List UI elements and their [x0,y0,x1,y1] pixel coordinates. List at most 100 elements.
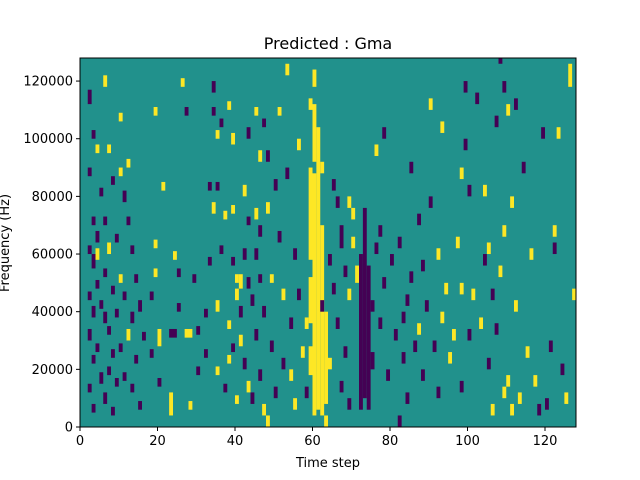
heatmap-cell [95,248,100,260]
heatmap-cell [355,265,360,283]
x-tick-label: 0 [76,434,84,449]
heatmap-cell [138,300,143,312]
heatmap-cell [130,245,135,255]
heatmap-cell [130,383,135,393]
heatmap-cell [134,274,139,283]
heatmap-cell [192,274,197,283]
heatmap-cell [351,207,356,220]
heatmap-cell [138,401,143,410]
heatmap-cell [215,130,220,139]
heatmap-cell [459,282,464,295]
heatmap-cell [347,288,352,301]
heatmap-cell [486,242,491,255]
heatmap-cell [91,403,96,413]
heatmap-cell [211,202,216,214]
heatmap-cell [157,328,162,347]
heatmap-cell [111,349,115,358]
heatmap-cell [126,216,131,226]
heatmap-cell [173,251,177,260]
heatmap-cell [471,288,476,301]
heatmap-cell [95,144,100,154]
heatmap-cell [87,167,92,177]
heatmap-cell [118,274,123,283]
heatmap-cell [339,380,344,393]
heatmap-cell [262,305,267,318]
heatmap-cell [87,291,92,301]
x-tick-label: 100 [455,434,480,449]
heatmap-cell [99,372,104,384]
heatmap-cell [95,343,100,353]
heatmap-cell [405,294,410,306]
heatmap-cell [312,173,317,416]
heatmap-cell [335,196,340,208]
heatmap-cell [262,403,267,416]
heatmap-cell [545,398,549,410]
heatmap-cell [103,75,108,87]
heatmap-cell [204,349,208,358]
heatmap-cell [393,328,398,341]
heatmap-cell [153,239,158,249]
heatmap-cell [459,380,464,393]
heatmap-cell [246,380,251,393]
heatmap-cell [281,288,286,301]
heatmap-cell [254,107,259,116]
heatmap-cell [122,372,127,381]
heatmap-cell [258,225,263,237]
heatmap-cell [293,248,298,260]
heatmap-cell [479,317,484,329]
heatmap-cell [114,233,119,243]
heatmap-cell [87,89,92,105]
heatmap-cell [142,331,146,341]
heatmap-cell [405,392,410,404]
heatmap-cell [184,107,189,116]
x-tick-label: 40 [227,434,244,449]
heatmap-cell [223,210,228,220]
heatmap-cell [242,357,247,370]
heatmap-cell [231,132,236,145]
heatmap-cell [231,256,236,266]
heatmap-cell [223,383,228,393]
heatmap-cell [281,357,286,370]
heatmap-cell [506,104,511,116]
heatmap-cell [266,150,270,162]
heatmap-cell [285,167,290,180]
heatmap-cell [502,81,507,93]
heatmap-cell [436,248,441,260]
heatmap-cell [196,326,201,335]
heatmap-cell [386,369,391,381]
heatmap-cell [297,138,301,151]
heatmap-cell [347,398,352,410]
heatmap-cell [506,375,511,387]
heatmap-cell [467,328,472,341]
heatmap-cell [510,403,515,416]
heatmap-cell [297,288,301,301]
heatmap-cell [215,181,220,191]
heatmap-cell [370,300,375,312]
heatmap-cell [204,308,208,318]
heatmap-cell [324,415,329,427]
heatmap-cell [122,190,127,203]
heatmap-cell [246,127,251,139]
heatmap-cell [103,216,108,226]
heatmap-cell [483,254,487,266]
heatmap-cell [235,274,239,283]
heatmap-cell [448,352,453,364]
heatmap-cell [250,392,255,404]
heatmap-cell [498,265,503,278]
heatmap-cell [510,196,515,208]
heatmap-cell [331,179,336,191]
heatmap-cell [320,300,325,312]
heatmap-cell [289,317,294,329]
heatmap-cell [475,92,480,105]
heatmap-cell [242,184,247,197]
heatmap-cell [514,98,518,110]
heatmap-cell [312,69,317,87]
heatmap-cell [417,323,422,335]
heatmap-cell [533,375,538,387]
heatmap-cell [424,300,429,312]
heatmap-cell [378,317,383,329]
heatmap-cell [502,225,507,237]
heatmap-cell [409,161,414,174]
heatmap-cell [320,161,325,174]
x-tick-label: 120 [533,434,558,449]
